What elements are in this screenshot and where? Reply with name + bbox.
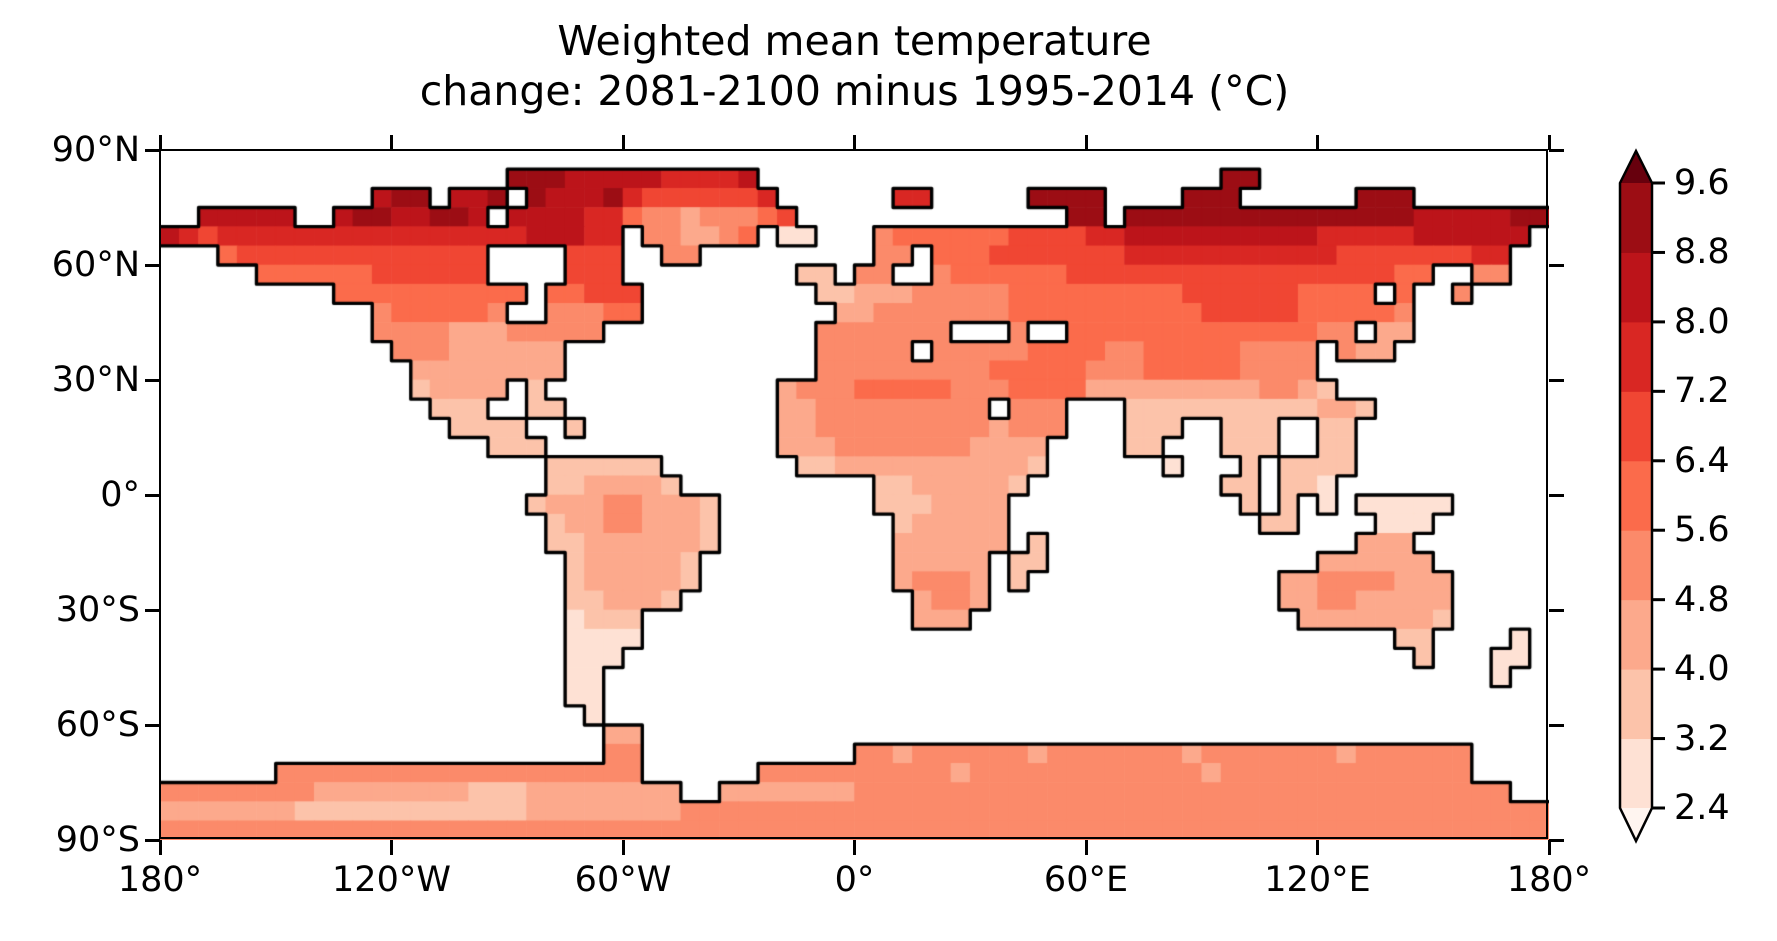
y-axis-right-tick	[1549, 148, 1564, 152]
chart-title-line1: Weighted mean temperature	[557, 17, 1152, 65]
colorbar-segment	[1620, 251, 1652, 323]
colorbar-tick-label: 5.6	[1674, 510, 1730, 551]
y-axis-tick	[145, 263, 160, 267]
colorbar-segment	[1620, 321, 1652, 392]
y-axis-tick-label: 0°	[100, 475, 140, 515]
y-axis-tick-label: 30°S	[55, 590, 140, 630]
x-axis-tick-label: 180°	[1506, 860, 1592, 900]
x-axis-tick	[390, 840, 393, 855]
y-axis-tick-label: 90°S	[55, 820, 140, 860]
colorbar-tick-label: 4.0	[1674, 649, 1730, 690]
colorbar-under-arrow	[1620, 808, 1652, 841]
x-axis-tick	[621, 840, 625, 855]
x-axis-top-tick	[1316, 135, 1319, 150]
y-axis-right-tick	[1549, 263, 1564, 267]
x-axis-tick-label: 0°	[834, 860, 875, 900]
x-axis-tick	[1084, 840, 1088, 855]
colorbar-tick-label: 2.4	[1674, 788, 1730, 828]
y-axis-tick	[145, 723, 160, 727]
colorbar	[1618, 148, 1665, 844]
x-axis-tick-label: 60°E	[1043, 860, 1129, 900]
colorbar-segment	[1620, 529, 1652, 601]
y-axis-right-tick	[1549, 723, 1564, 727]
x-axis-tick-label: 120°W	[332, 860, 451, 900]
y-axis-tick	[145, 493, 160, 497]
y-axis-right-tick	[1549, 493, 1564, 497]
y-axis-tick	[145, 608, 160, 612]
x-axis-top-tick	[1084, 135, 1088, 150]
colorbar-tick-label: 4.8	[1674, 579, 1730, 620]
colorbar-tick-label: 8.8	[1674, 232, 1730, 273]
y-axis-tick-label: 30°N	[51, 360, 140, 400]
colorbar-segment	[1620, 182, 1652, 253]
y-axis-tick	[145, 378, 160, 382]
colorbar-over-arrow	[1620, 151, 1652, 183]
colorbar-segment	[1620, 738, 1652, 809]
y-axis-tick	[145, 838, 160, 842]
chart-title: Weighted mean temperature change: 2081-2…	[160, 16, 1549, 116]
x-axis-tick-label: 60°W	[574, 860, 672, 900]
x-axis-top-tick	[621, 135, 625, 150]
chart-title-line2: change: 2081-2100 minus 1995-2014 (°C)	[419, 67, 1290, 115]
y-axis-tick	[145, 148, 160, 152]
y-axis-right-tick	[1549, 838, 1564, 842]
colorbar-segment	[1620, 599, 1652, 670]
world-map-canvas	[160, 150, 1549, 840]
x-axis-tick	[1547, 840, 1551, 855]
plot-border	[159, 149, 1548, 839]
x-axis-top-tick	[158, 135, 162, 150]
x-axis-tick-label: 120°E	[1264, 860, 1371, 900]
colorbar-segment	[1620, 390, 1652, 462]
colorbar-segment	[1620, 460, 1652, 531]
colorbar-tick-label: 8.0	[1674, 301, 1730, 342]
y-axis-right-tick	[1549, 608, 1564, 612]
y-axis-tick-label: 60°S	[55, 705, 140, 745]
y-axis-tick-label: 60°N	[51, 245, 140, 285]
colorbar-tick-label: 7.2	[1674, 371, 1730, 412]
y-axis-right-tick	[1549, 378, 1564, 382]
x-axis-top-tick	[390, 135, 393, 150]
colorbar-tick-label: 3.2	[1674, 718, 1730, 759]
colorbar-tick-label: 6.4	[1674, 440, 1730, 481]
colorbar-segment	[1620, 668, 1652, 740]
colorbar-tick-label: 9.6	[1674, 163, 1730, 203]
y-axis-tick-label: 90°N	[51, 130, 140, 170]
x-axis-tick	[853, 840, 856, 855]
x-axis-top-tick	[1547, 135, 1551, 150]
x-axis-tick	[158, 840, 162, 855]
x-axis-top-tick	[853, 135, 856, 150]
x-axis-tick	[1316, 840, 1319, 855]
x-axis-tick-label: 180°	[117, 860, 203, 900]
